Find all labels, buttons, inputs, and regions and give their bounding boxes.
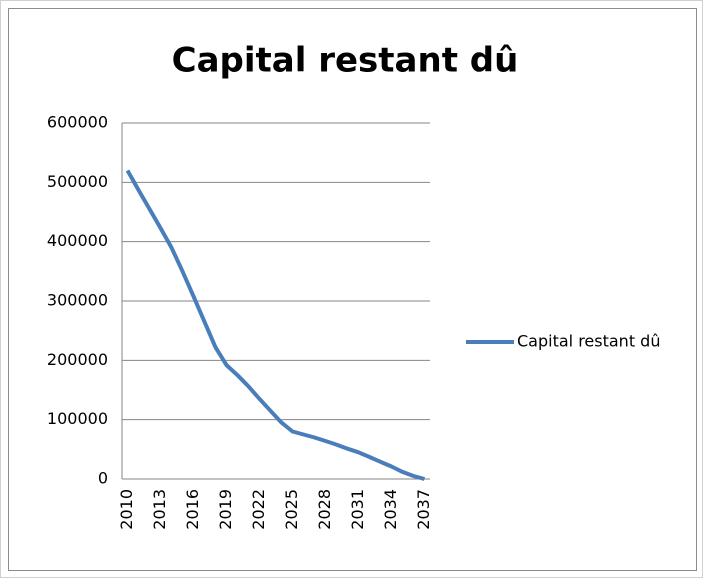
y-tick-label: 0	[98, 469, 108, 488]
x-tick-label: 2031	[348, 489, 367, 530]
y-tick-label: 300000	[47, 291, 108, 310]
y-tick-label: 100000	[47, 409, 108, 428]
data-line	[125, 169, 426, 481]
y-tick-label: 600000	[47, 113, 108, 132]
x-tick-label: 2025	[282, 489, 301, 530]
x-tick-label: 2022	[249, 489, 268, 530]
x-tick-label: 2034	[381, 489, 400, 530]
y-tick-label: 200000	[47, 350, 108, 369]
y-tick-label: 500000	[47, 172, 108, 191]
chart-frame	[8, 8, 697, 571]
chart-title: Capital restant dû	[172, 41, 519, 81]
x-tick-label: 2037	[414, 489, 433, 530]
legend-label: Capital restant dû	[517, 332, 660, 351]
x-tick-label: 2010	[117, 489, 136, 530]
x-tick-label: 2028	[315, 489, 334, 530]
x-tick-label: 2013	[150, 489, 169, 530]
y-tick-label: 400000	[47, 231, 108, 250]
x-tick-label: 2016	[183, 489, 202, 530]
x-tick-label: 2019	[216, 489, 235, 530]
